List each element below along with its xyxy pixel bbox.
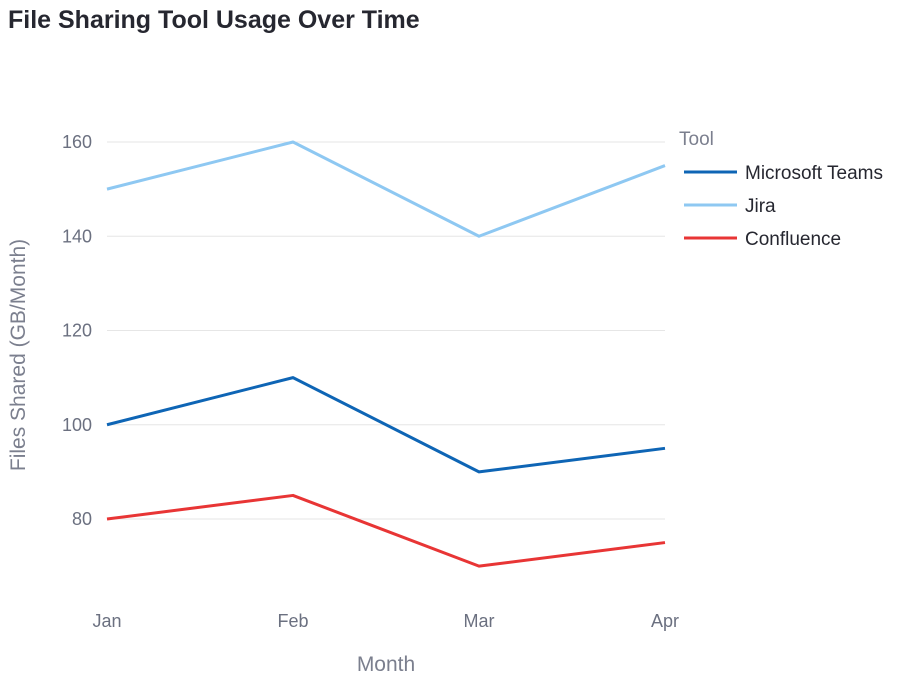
x-axis-ticks: Jan Feb Mar Apr <box>92 611 679 631</box>
legend-item-jira[interactable]: Jira <box>684 196 776 217</box>
series-line-microsoft-teams <box>106 376 666 474</box>
x-tick-label: Jan <box>92 611 121 631</box>
y-tick-label: 140 <box>62 226 92 246</box>
legend-item-microsoft-teams[interactable]: Microsoft Teams <box>684 163 883 184</box>
series-lines <box>106 140 666 568</box>
series-line-confluence <box>106 493 666 568</box>
series-line-jira <box>106 140 666 238</box>
legend-items: Microsoft Teams Jira Confluence <box>684 163 883 250</box>
y-tick-label: 100 <box>62 415 92 435</box>
legend-label: Confluence <box>745 229 841 250</box>
y-tick-label: 160 <box>62 132 92 152</box>
y-axis-ticks: 80 100 120 140 160 <box>62 132 92 529</box>
legend-label: Microsoft Teams <box>745 163 883 184</box>
y-tick-label: 80 <box>72 509 92 529</box>
legend: Tool Microsoft Teams Jira Confluence <box>679 129 883 250</box>
legend-title: Tool <box>679 129 714 150</box>
x-axis-title: Month <box>357 653 415 676</box>
y-axis-title: Files Shared (GB/Month) <box>7 239 30 471</box>
x-tick-label: Feb <box>277 611 308 631</box>
legend-label: Jira <box>745 196 776 217</box>
legend-item-confluence[interactable]: Confluence <box>684 229 841 250</box>
y-tick-label: 120 <box>62 321 92 341</box>
chart-title: File Sharing Tool Usage Over Time <box>8 6 420 34</box>
x-tick-label: Apr <box>651 611 679 631</box>
x-tick-label: Mar <box>464 611 495 631</box>
